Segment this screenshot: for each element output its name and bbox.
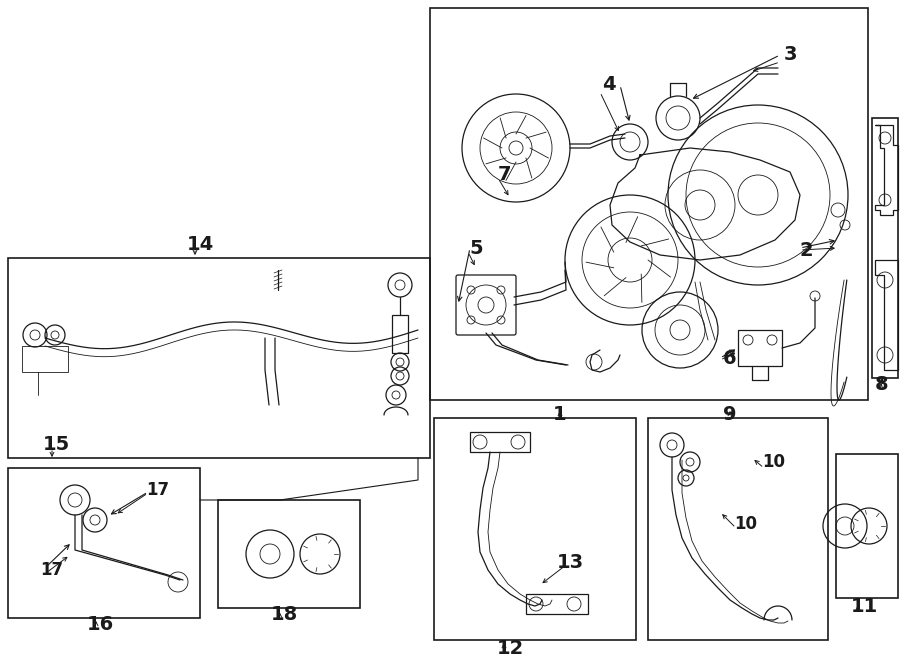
- Bar: [22, 346, 68, 372]
- Text: 14: 14: [186, 234, 213, 254]
- Bar: [8, 258, 430, 458]
- Text: 18: 18: [270, 604, 298, 624]
- Text: 3: 3: [783, 44, 796, 64]
- Text: 4: 4: [602, 75, 616, 93]
- Text: 1: 1: [554, 406, 567, 424]
- Bar: [218, 500, 360, 608]
- Text: 5: 5: [469, 238, 482, 258]
- Text: 2: 2: [799, 240, 813, 260]
- Text: 15: 15: [42, 434, 69, 453]
- Bar: [470, 432, 530, 452]
- Text: 17: 17: [40, 561, 64, 579]
- Text: 17: 17: [147, 481, 169, 499]
- Bar: [430, 8, 868, 400]
- Bar: [648, 418, 828, 640]
- Text: 10: 10: [762, 453, 786, 471]
- Text: 8: 8: [875, 375, 889, 393]
- Text: 11: 11: [850, 596, 878, 616]
- Bar: [392, 315, 408, 353]
- Bar: [836, 454, 898, 598]
- Bar: [738, 330, 782, 366]
- Text: 13: 13: [556, 553, 583, 571]
- Text: 9: 9: [724, 404, 737, 424]
- Text: 6: 6: [724, 348, 737, 367]
- Text: 12: 12: [497, 639, 524, 657]
- Bar: [434, 418, 636, 640]
- Bar: [526, 594, 588, 614]
- Text: 7: 7: [498, 164, 511, 183]
- Bar: [872, 118, 898, 378]
- Text: 16: 16: [86, 614, 113, 634]
- Bar: [8, 468, 200, 618]
- Text: 10: 10: [734, 515, 758, 533]
